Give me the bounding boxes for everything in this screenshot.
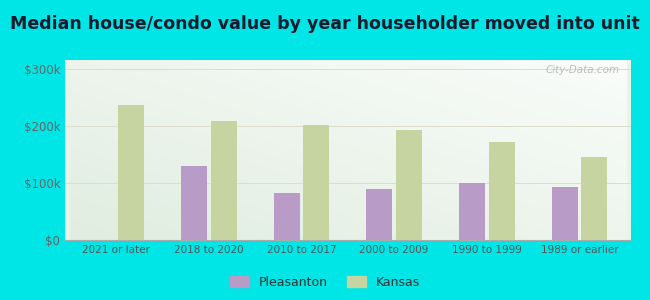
Bar — [118, 105, 144, 240]
Bar — [396, 130, 422, 240]
Bar — [181, 166, 207, 240]
Bar — [367, 189, 392, 240]
Text: City-Data.com: City-Data.com — [545, 65, 619, 75]
Bar — [274, 193, 300, 240]
Bar — [489, 142, 515, 240]
Text: Median house/condo value by year householder moved into unit: Median house/condo value by year househo… — [10, 15, 640, 33]
Bar — [552, 188, 578, 240]
Bar — [581, 157, 607, 240]
Bar — [459, 183, 485, 240]
Legend: Pleasanton, Kansas: Pleasanton, Kansas — [226, 271, 424, 294]
Bar — [304, 124, 329, 240]
Bar — [211, 121, 237, 240]
